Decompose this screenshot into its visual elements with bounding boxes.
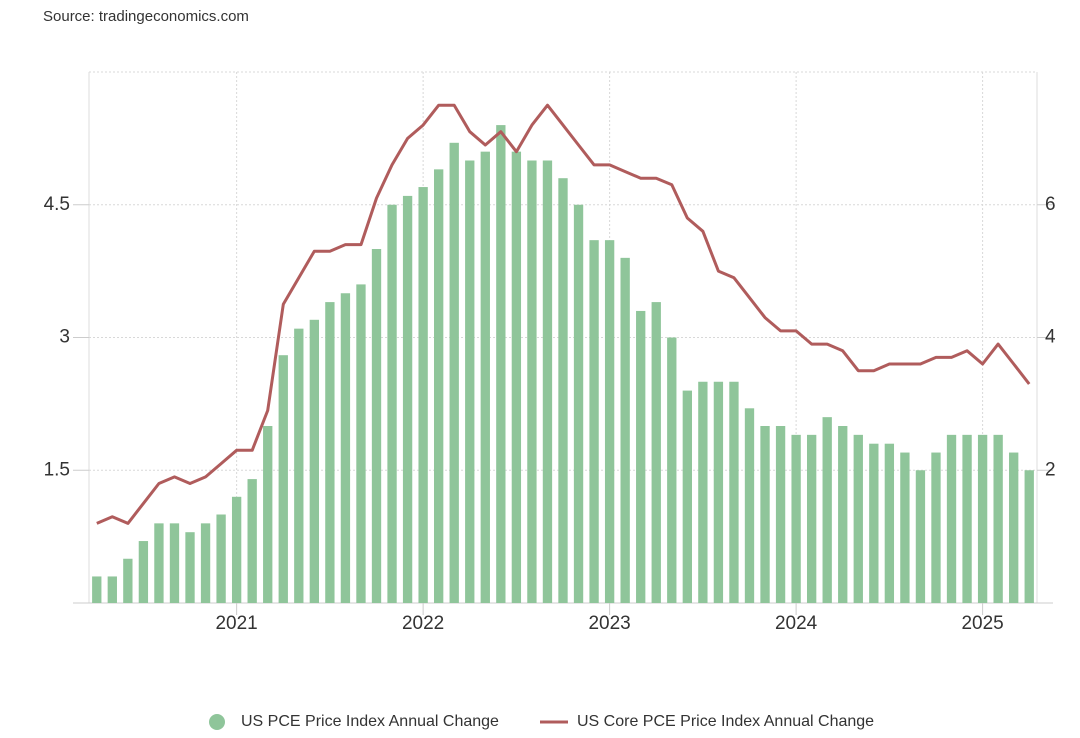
bar: [107, 576, 117, 603]
bar: [651, 302, 661, 603]
bar: [589, 240, 599, 603]
bar: [480, 151, 490, 603]
bar: [946, 434, 957, 603]
bar: [278, 355, 288, 603]
bar: [900, 452, 910, 603]
bar: [511, 151, 522, 603]
bar: [636, 310, 646, 603]
line: [96, 103, 1031, 525]
bar: [558, 178, 568, 603]
bar: [791, 434, 801, 603]
bar: [822, 417, 832, 603]
bar: [962, 434, 972, 603]
bar: [1009, 452, 1019, 603]
bar: [216, 514, 226, 603]
bar: [154, 523, 164, 603]
y2-tick-label: 2: [1045, 459, 1056, 480]
legend-label: US Core PCE Price Index Annual Change: [577, 713, 874, 730]
x-tick-label: 2025: [961, 613, 1003, 634]
x-tick-label: 2023: [588, 613, 630, 634]
bar: [993, 434, 1003, 603]
bar: [138, 541, 149, 603]
bar: [263, 426, 273, 603]
legend-swatch: [209, 714, 225, 730]
bar: [931, 452, 941, 603]
bar: [667, 337, 677, 603]
bar: [853, 434, 863, 603]
bar: [869, 443, 879, 603]
bar: [527, 160, 537, 603]
bar: [775, 426, 786, 603]
x-tick-label: 2021: [215, 613, 257, 634]
bar: [200, 523, 211, 603]
bar: [760, 426, 770, 603]
bar: [434, 169, 444, 603]
bar: [542, 160, 553, 603]
y-tick-label: 4.5: [44, 194, 70, 215]
bar: [604, 240, 615, 603]
bar: [371, 249, 382, 603]
bar: [915, 470, 926, 603]
bar: [744, 408, 755, 603]
x-tick-label: 2022: [402, 613, 444, 634]
bar: [496, 125, 506, 603]
bar: [418, 187, 428, 604]
bar: [682, 390, 692, 603]
bar: [729, 381, 739, 603]
source: Source: tradingeconomics.com: [43, 8, 249, 25]
bar: [838, 426, 848, 603]
bar: [977, 434, 988, 603]
bar: [92, 576, 102, 603]
bar: [169, 523, 180, 603]
bar: [402, 195, 413, 603]
legend-label: US PCE Price Index Annual Change: [241, 713, 499, 730]
bar: [340, 293, 351, 603]
y2-tick-label: 6: [1045, 194, 1056, 215]
bar: [1024, 470, 1034, 603]
bar: [247, 479, 257, 603]
bar: [884, 443, 895, 603]
bar: [620, 257, 630, 603]
bar: [325, 302, 335, 603]
bar: [698, 381, 708, 603]
bar: [573, 204, 584, 603]
bar: [449, 142, 459, 604]
bar: [356, 284, 366, 603]
bar: [387, 204, 397, 603]
y2-tick-label: 4: [1045, 327, 1056, 348]
bar: [713, 381, 724, 603]
x-tick-label: 2024: [775, 613, 818, 634]
bar: [185, 532, 195, 603]
bar: [465, 160, 475, 603]
bar: [309, 319, 320, 603]
y-tick-label: 1.5: [44, 459, 70, 480]
y-tick-label: 3: [59, 327, 70, 348]
bar: [231, 496, 242, 603]
bar: [123, 558, 133, 603]
bar: [294, 328, 304, 603]
bar: [806, 434, 817, 603]
